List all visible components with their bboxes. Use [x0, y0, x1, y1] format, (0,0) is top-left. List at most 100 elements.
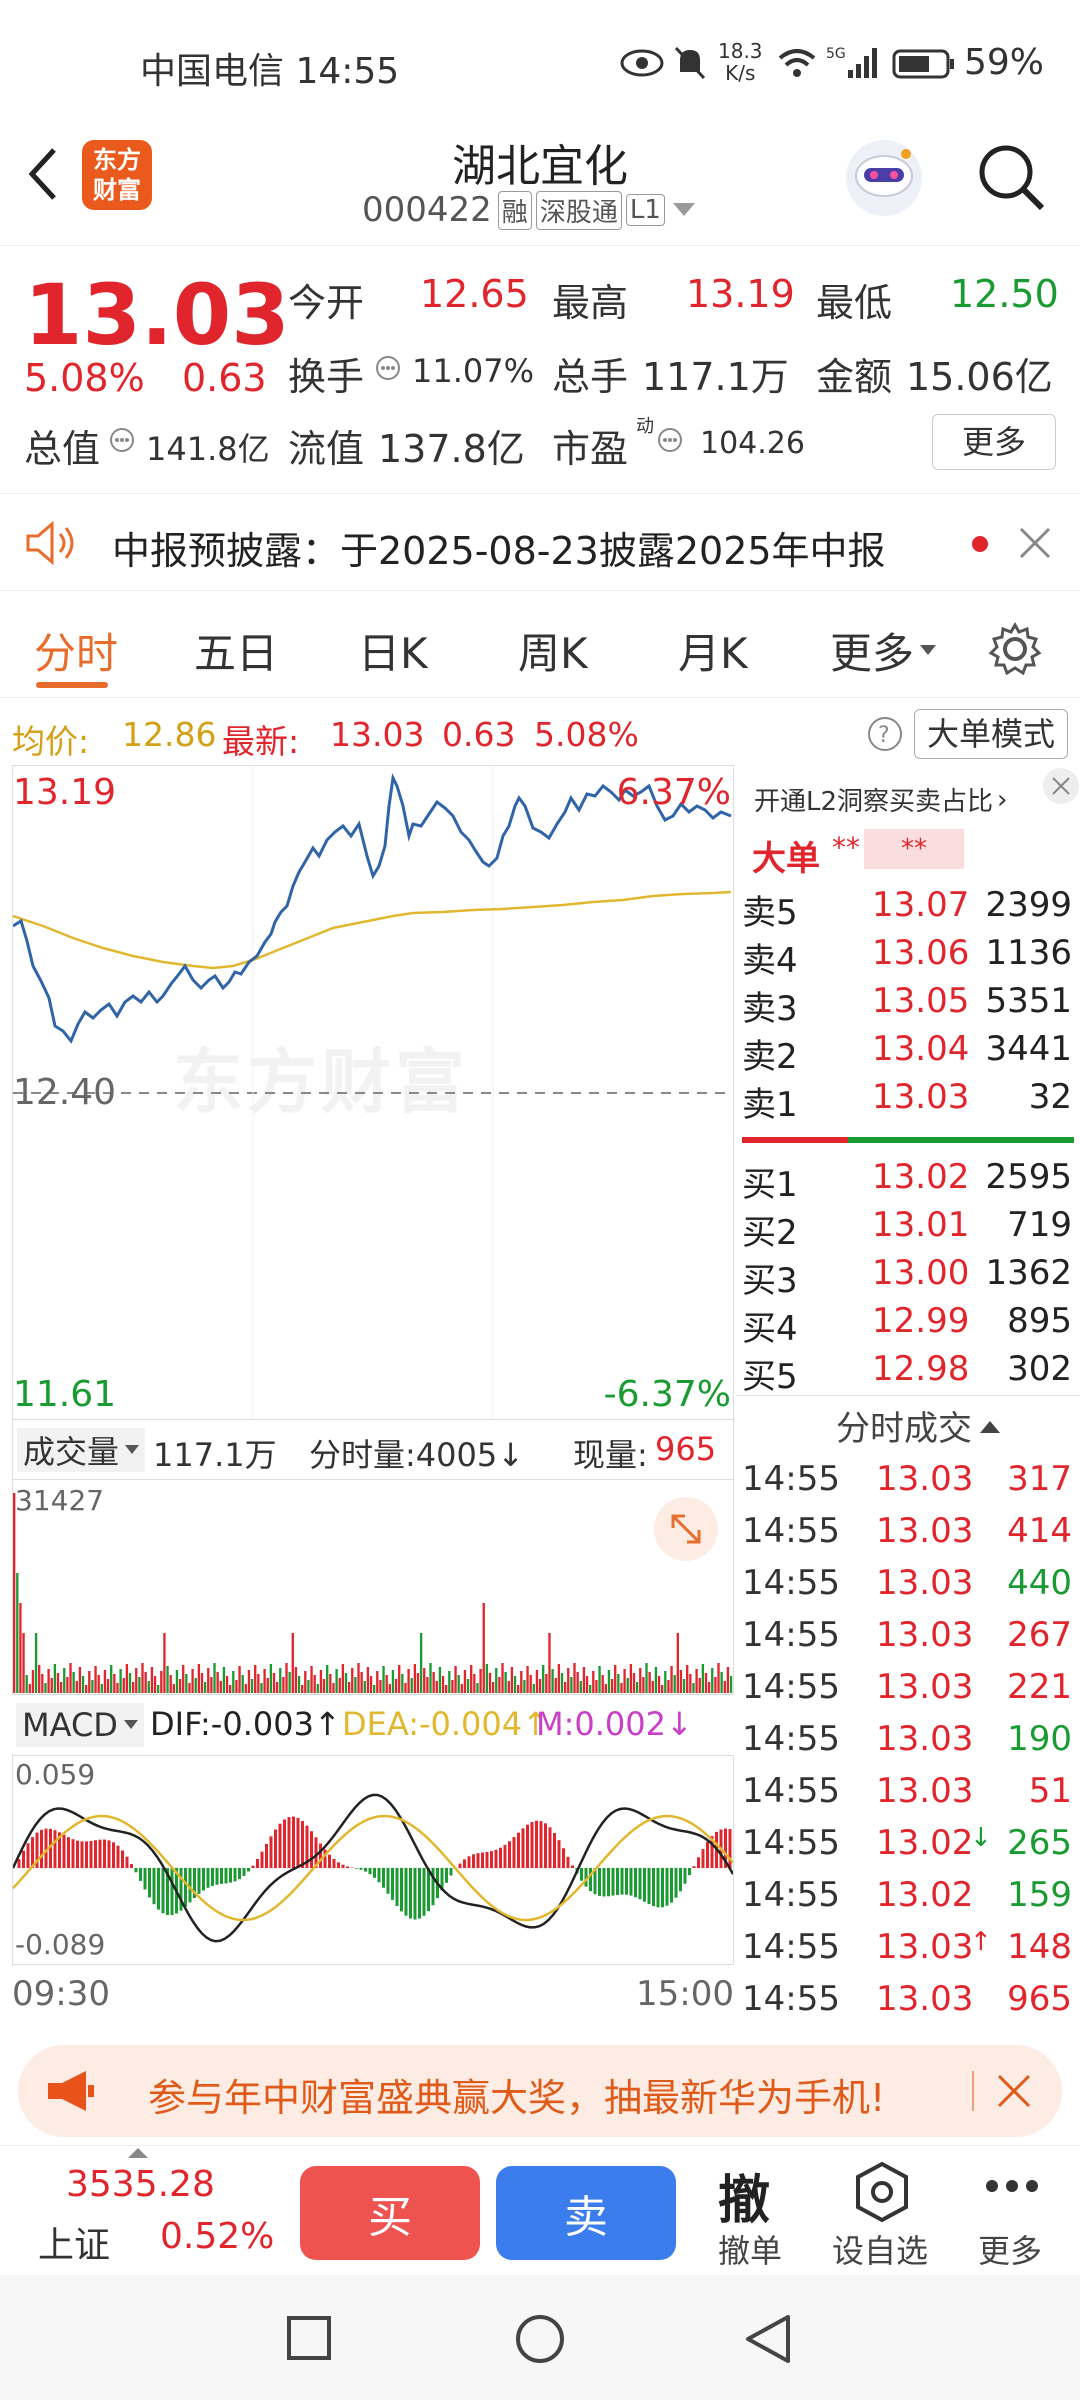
stock-code-row: 000422 融 深股通 L1: [362, 190, 695, 230]
macd-bar: [571, 1865, 574, 1869]
macd-bar: [391, 1868, 394, 1900]
more-label[interactable]: 更多: [978, 2232, 1043, 2270]
volume-bar: [85, 1685, 88, 1693]
trade-volume: 267: [1007, 1615, 1072, 1655]
macd-bar: [517, 1832, 520, 1868]
sell-row[interactable]: 卖2 13.04 3441: [742, 1029, 1072, 1077]
macd-bar: [310, 1831, 313, 1869]
macd-bar: [535, 1820, 538, 1869]
search-icon[interactable]: [976, 142, 1048, 214]
buy-button[interactable]: 买: [300, 2166, 480, 2260]
sell-row[interactable]: 卖3 13.05 5351: [742, 981, 1072, 1029]
info-icon[interactable]: [374, 354, 402, 382]
tab-intraday[interactable]: 分时: [34, 629, 119, 678]
volume-selector[interactable]: 成交量: [17, 1428, 146, 1472]
tab-weekly-k[interactable]: 周K: [518, 629, 588, 678]
trades-title[interactable]: 分时成交: [836, 1401, 1000, 1450]
tab-five-day[interactable]: 五日: [194, 629, 279, 678]
volume-bar: [294, 1667, 298, 1693]
axis-bottom-price: 11.61: [13, 1374, 117, 1415]
macd-bar: [256, 1859, 259, 1869]
macd-bar: [287, 1817, 291, 1868]
volume-bar: [128, 1673, 132, 1693]
l2-promo-link[interactable]: 开通L2洞察买卖占比 ›: [754, 784, 1008, 818]
dropdown-icon[interactable]: [672, 203, 695, 217]
more-dots-icon[interactable]: [984, 2176, 1040, 2196]
volume-bar: [642, 1677, 645, 1693]
divider: [972, 2071, 974, 2111]
close-icon[interactable]: [1042, 767, 1080, 805]
intraday-chart[interactable]: 东方财富 13.19 6.37% 12.40 11.61 -6.37%: [12, 765, 734, 1420]
avg-label: 均价:: [12, 722, 90, 761]
volume-bar: [191, 1669, 194, 1693]
buy-row[interactable]: 买4 12.99 895: [742, 1301, 1072, 1349]
hexagon-star-icon[interactable]: [852, 2160, 912, 2224]
expand-icon[interactable]: [653, 1496, 719, 1562]
macd-dea: DEA:-0.004↑: [342, 1705, 549, 1743]
sell-row[interactable]: 卖5 13.07 2399: [742, 885, 1072, 933]
macd-bar: [701, 1849, 705, 1868]
macd-bar: [35, 1832, 39, 1868]
tab-monthly-k[interactable]: 月K: [678, 629, 748, 678]
amount-value: 15.06亿: [906, 355, 1053, 399]
volume-bar: [106, 1679, 110, 1693]
promo-banner[interactable]: 参与年中财富盛典赢大奖，抽最新华为手机!: [18, 2045, 1062, 2137]
notice-banner[interactable]: 中报预披露：于2025-08-23披露2025年中报: [0, 493, 1080, 591]
index-name[interactable]: 上证: [38, 2225, 111, 2266]
robot-assistant-icon[interactable]: [842, 136, 926, 220]
more-button[interactable]: 更多: [932, 414, 1056, 470]
cancel-order-label[interactable]: 撤单: [718, 2232, 783, 2270]
tab-more[interactable]: 更多: [830, 620, 937, 681]
sell-row[interactable]: 卖4 13.06 1136: [742, 933, 1072, 981]
volume-bar: [19, 1603, 22, 1693]
volume-bar: [504, 1672, 507, 1693]
volume-bar: [44, 1683, 47, 1693]
macd-selector[interactable]: MACD: [16, 1703, 144, 1747]
buy-row[interactable]: 买5 12.98 302: [742, 1349, 1072, 1397]
index-value[interactable]: 3535.28: [66, 2164, 215, 2205]
macd-bar: [328, 1854, 331, 1868]
info-icon[interactable]: [108, 426, 136, 454]
big-order-label: 大单: [752, 839, 820, 879]
volume-bar: [110, 1665, 113, 1693]
volume-bar: [623, 1669, 626, 1693]
volume-bar: [72, 1672, 75, 1693]
speaker-icon: [26, 520, 74, 566]
macd-chart[interactable]: 0.059 -0.089: [12, 1755, 734, 1965]
volume-bar: [686, 1665, 689, 1693]
index-percent[interactable]: 0.52%: [160, 2216, 275, 2257]
big-order-mode-button[interactable]: 大单模式: [914, 709, 1068, 759]
info-icon[interactable]: [656, 426, 684, 454]
back-icon[interactable]: [744, 2313, 792, 2365]
macd-bar: [400, 1868, 403, 1912]
home-icon[interactable]: [514, 2313, 566, 2365]
volume-bar: [445, 1685, 448, 1693]
volume-bar: [711, 1668, 714, 1693]
volume-bar: [175, 1670, 179, 1693]
axis-bottom-percent: -6.37%: [603, 1374, 731, 1415]
close-icon[interactable]: [996, 2073, 1032, 2109]
add-watchlist-label[interactable]: 设自选: [832, 2232, 929, 2270]
volume-bar: [657, 1676, 661, 1693]
trade-row: 14:55 13.03 51: [736, 1771, 1080, 1823]
buy-row[interactable]: 买3 13.00 1362: [742, 1253, 1072, 1301]
buy-row[interactable]: 买2 13.01 719: [742, 1205, 1072, 1253]
volume-bar: [332, 1683, 335, 1693]
back-arrow-icon[interactable]: [22, 144, 62, 204]
help-icon[interactable]: ?: [866, 715, 904, 753]
volume-bar: [457, 1675, 460, 1693]
open-label: 今开: [288, 281, 365, 325]
tab-daily-k[interactable]: 日K: [358, 629, 428, 678]
sell-row[interactable]: 卖1 13.03 32: [742, 1077, 1072, 1125]
recent-apps-icon[interactable]: [286, 2315, 332, 2361]
close-icon[interactable]: [1018, 526, 1052, 560]
macd-bar: [557, 1840, 561, 1869]
volume-bar: [523, 1680, 526, 1693]
volume-chart[interactable]: 31427: [12, 1480, 734, 1695]
sell-button[interactable]: 卖: [496, 2166, 676, 2260]
cancel-icon[interactable]: 撤: [718, 2171, 771, 2231]
volume-bar: [629, 1664, 633, 1693]
buy-row[interactable]: 买1 13.02 2595: [742, 1157, 1072, 1205]
gear-icon[interactable]: [988, 622, 1042, 676]
trade-volume: 265: [1007, 1823, 1072, 1863]
